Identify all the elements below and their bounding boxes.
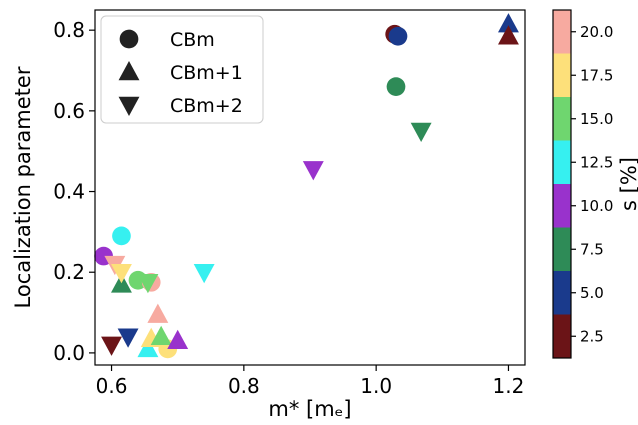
y-tick-label: 0.4	[53, 180, 85, 204]
data-point-triangle-up	[498, 25, 519, 45]
data-point-triangle-down	[117, 328, 139, 348]
data-point-triangle-down	[137, 274, 159, 294]
x-tick-label: 0.6	[96, 374, 128, 398]
legend-marker-triangle-up	[118, 61, 140, 81]
y-tick-label: 0.8	[53, 18, 85, 42]
data-points	[94, 13, 519, 359]
x-axis-label: m* [mₑ]	[268, 397, 351, 421]
legend: CBm CBm+1 CBm+2	[100, 15, 264, 124]
colorbar-tick-label: 15.0	[580, 110, 613, 128]
data-point-triangle-down	[193, 263, 215, 284]
data-point-circle	[388, 26, 408, 46]
data-point-triangle-down	[302, 161, 324, 181]
plot-frame	[94, 9, 526, 366]
y-axis: 0.0 0.2 0.4 0.6 0.8	[53, 18, 95, 365]
legend-label: CBm+1	[170, 62, 243, 84]
data-point-triangle-up	[167, 329, 189, 350]
colorbar-segment	[553, 271, 571, 315]
x-tick-label: 0.8	[228, 374, 260, 398]
y-tick-label: 0.0	[53, 341, 85, 365]
data-point-triangle-up	[137, 337, 159, 358]
colorbar-tick-label: 5.0	[580, 284, 604, 302]
colorbar-tick-label: 10.0	[580, 197, 613, 215]
colorbar-segment	[553, 97, 571, 141]
y-tick-label: 0.2	[53, 260, 85, 284]
colorbar-label: s [%]	[617, 157, 638, 211]
data-point-triangle-down	[410, 122, 432, 143]
data-point-circle	[386, 77, 406, 96]
data-point-triangle-up	[150, 325, 172, 346]
x-tick-label: 1.2	[493, 374, 525, 398]
colorbar-segment	[553, 10, 571, 54]
data-point-circle	[112, 226, 131, 246]
colorbar-tick-label: 12.5	[580, 153, 613, 171]
legend-marker-triangle-down	[118, 96, 140, 116]
y-axis-label: Localization parameter	[11, 66, 35, 308]
x-tick-label: 1.0	[360, 374, 392, 398]
colorbar-segment	[553, 184, 571, 228]
data-point-triangle-down	[101, 336, 122, 356]
legend-box	[100, 15, 264, 124]
colorbar-tick-label: 7.5	[580, 240, 604, 258]
data-point-triangle-up	[147, 303, 169, 323]
colorbar-segment	[553, 314, 571, 358]
colorbar-frame	[552, 9, 572, 359]
data-point-triangle-up	[498, 13, 519, 33]
colorbar-tick-label: 20.0	[580, 23, 613, 41]
colorbar: 2.5 5.0 7.5 10.0 12.5 15.0 17.5 20.0 s [%]	[552, 9, 638, 359]
legend-marker-circle	[119, 29, 139, 49]
x-axis: 0.6 0.8 1.0 1.2	[96, 365, 525, 398]
legend-label: CBm+2	[170, 95, 243, 117]
colorbar-segment	[553, 140, 571, 184]
colorbar-tick-label: 17.5	[580, 66, 613, 84]
y-tick-label: 0.6	[53, 99, 85, 123]
data-point-triangle-down	[111, 263, 132, 284]
colorbar-segment	[553, 53, 571, 97]
colorbar-segment	[553, 227, 571, 271]
colorbar-tick-label: 2.5	[580, 327, 604, 345]
legend-label: CBm	[170, 29, 215, 51]
